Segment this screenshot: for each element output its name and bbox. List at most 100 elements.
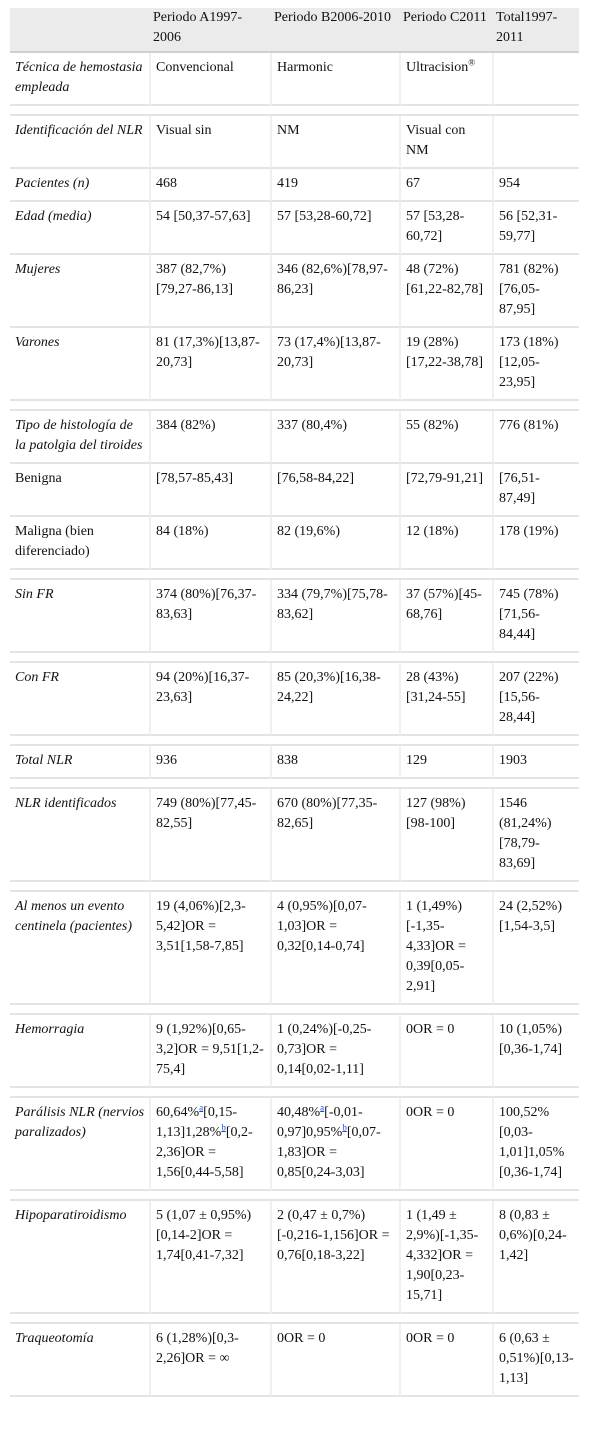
row-label: Mujeres <box>10 255 151 328</box>
table-row: Maligna (bien diferenciado) 84 (18%) 82 (1… <box>10 517 579 570</box>
spacer-cell <box>401 1191 494 1201</box>
table-cell: 2 (0,47 ± 0,7%)[-0,216-1,156]OR = 0,76[0… <box>272 1201 401 1314</box>
spacer-cell <box>272 882 401 892</box>
table-cell: 37 (57%)[45-68,76] <box>401 580 494 653</box>
table-cell: 19 (28%)[17,22-38,78] <box>401 328 494 401</box>
row-label: Identificación del NLR <box>10 116 151 169</box>
spacer-cell <box>151 1005 272 1015</box>
row-label: Total NLR <box>10 746 151 779</box>
table-cell: 468 <box>151 169 272 202</box>
table-cell: 207 (22%)[15,56-28,44] <box>494 663 579 736</box>
table-spacer-row <box>10 1314 579 1324</box>
spacer-cell <box>494 1005 579 1015</box>
table-cell: 57 [53,28-60,72] <box>401 202 494 255</box>
header-cell: Total1997-2011 <box>494 8 579 53</box>
table-cell: 129 <box>401 746 494 779</box>
header-cell: Periodo A1997-2006 <box>151 8 272 53</box>
table-cell: Visual sin <box>151 116 272 169</box>
spacer-cell <box>272 106 401 116</box>
table-cell: 0OR = 0 <box>401 1324 494 1397</box>
table-cell: 346 (82,6%)[78,97-86,23] <box>272 255 401 328</box>
spacer-cell <box>494 736 579 746</box>
table-row: Hipoparatiroidismo 5 (1,07 ± 0,95%)[0,14-… <box>10 1201 579 1314</box>
row-label: Traqueotomía <box>10 1324 151 1397</box>
row-label: Benigna <box>10 464 151 517</box>
spacer-cell <box>272 1191 401 1201</box>
footnote-link[interactable]: b <box>342 1122 347 1133</box>
table-cell: 4 (0,95%)[0,07-1,03]OR = 0,32[0,14-0,74] <box>272 892 401 1005</box>
table-row: Mujeres 387 (82,7%)[79,27-86,13] 346 (82,6… <box>10 255 579 328</box>
spacer-cell <box>494 1088 579 1098</box>
spacer-cell <box>272 653 401 663</box>
header-cell: Periodo B2006-2010 <box>272 8 401 53</box>
table-cell: 1 (1,49 ± 2,9%)[-1,35-4,332]OR = 1,90[0,… <box>401 1201 494 1314</box>
footnote-link[interactable]: b <box>221 1122 226 1133</box>
header-row: Periodo A1997-2006 Periodo B2006-2010 Pe… <box>10 8 579 53</box>
table-row: Técnica de hemostasia empleada Convencion… <box>10 53 579 106</box>
table-cell <box>494 116 579 169</box>
table-row: Hemorragia 9 (1,92%)[0,65-3,2]OR = 9,51[1… <box>10 1015 579 1088</box>
table-cell: 9 (1,92%)[0,65-3,2]OR = 9,51[1,2-75,4] <box>151 1015 272 1088</box>
results-table: Periodo A1997-2006 Periodo B2006-2010 Pe… <box>10 8 579 1397</box>
row-label: Sin FR <box>10 580 151 653</box>
table-cell: 419 <box>272 169 401 202</box>
header-cell <box>10 8 151 53</box>
spacer-cell <box>401 1314 494 1324</box>
table-row: Identificación del NLR Visual sin NM Visual… <box>10 116 579 169</box>
spacer-cell <box>401 570 494 580</box>
spacer-cell <box>10 570 151 580</box>
table-cell: 670 (80%)[77,35-82,65] <box>272 789 401 882</box>
spacer-cell <box>401 779 494 789</box>
table-row: Sin FR 374 (80%)[76,37-83,63] 334 (79,7%)[… <box>10 580 579 653</box>
spacer-cell <box>272 1088 401 1098</box>
table-spacer-row <box>10 1191 579 1201</box>
row-label: Tipo de histología de la patolgia del ti… <box>10 411 151 464</box>
table-row: Con FR 94 (20%)[16,37-23,63] 85 (20,3%)[16… <box>10 663 579 736</box>
table-row: Traqueotomía 6 (1,28%)[0,3-2,26]OR = ∞ 0OR… <box>10 1324 579 1397</box>
row-label: Con FR <box>10 663 151 736</box>
row-label: Maligna (bien diferenciado) <box>10 517 151 570</box>
table-spacer-row <box>10 106 579 116</box>
table-cell: 81 (17,3%)[13,87-20,73] <box>151 328 272 401</box>
table-spacer-row <box>10 401 579 411</box>
spacer-cell <box>401 653 494 663</box>
table-cell: 745 (78%)[71,56-84,44] <box>494 580 579 653</box>
cell-text: Ultracision <box>406 60 469 75</box>
table-cell: 178 (19%) <box>494 517 579 570</box>
table-cell: 387 (82,7%)[79,27-86,13] <box>151 255 272 328</box>
spacer-cell <box>401 401 494 411</box>
spacer-cell <box>10 106 151 116</box>
spacer-cell <box>151 106 272 116</box>
table-cell: 954 <box>494 169 579 202</box>
spacer-cell <box>151 1191 272 1201</box>
table-cell: 12 (18%) <box>401 517 494 570</box>
table-cell: 100,52%[0,03-1,01]1,05%[0,36-1,74] <box>494 1098 579 1191</box>
table-cell: 749 (80%)[77,45-82,55] <box>151 789 272 882</box>
table-cell: Ultracision® <box>401 53 494 106</box>
spacer-cell <box>494 653 579 663</box>
spacer-cell <box>272 401 401 411</box>
table-spacer-row <box>10 882 579 892</box>
spacer-cell <box>494 779 579 789</box>
row-label: Hemorragia <box>10 1015 151 1088</box>
table-cell: 1 (0,24%)[-0,25-0,73]OR = 0,14[0,02-1,11… <box>272 1015 401 1088</box>
footnote-link[interactable]: a <box>199 1102 204 1113</box>
table-spacer-row <box>10 1005 579 1015</box>
table-cell: 6 (1,28%)[0,3-2,26]OR = ∞ <box>151 1324 272 1397</box>
table-cell: 5 (1,07 ± 0,95%)[0,14-2]OR = 1,74[0,41-7… <box>151 1201 272 1314</box>
table-cell: 73 (17,4%)[13,87-20,73] <box>272 328 401 401</box>
spacer-cell <box>272 736 401 746</box>
spacer-cell <box>272 570 401 580</box>
table-cell: 1546 (81,24%)[78,79-83,69] <box>494 789 579 882</box>
spacer-cell <box>10 401 151 411</box>
table-cell: [76,51-87,49] <box>494 464 579 517</box>
table-row: NLR identificados 749 (80%)[77,45-82,55] 6… <box>10 789 579 882</box>
table-cell: 24 (2,52%)[1,54-3,5] <box>494 892 579 1005</box>
table-cell: Convencional <box>151 53 272 106</box>
row-label: Pacientes (n) <box>10 169 151 202</box>
spacer-cell <box>151 570 272 580</box>
table-body: Técnica de hemostasia empleada Convencion… <box>10 53 579 1397</box>
spacer-cell <box>10 1005 151 1015</box>
spacer-cell <box>272 779 401 789</box>
footnote-link[interactable]: a <box>320 1102 325 1113</box>
